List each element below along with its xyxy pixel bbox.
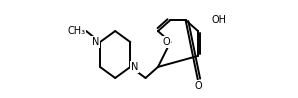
Text: N: N: [131, 62, 139, 72]
Text: N: N: [92, 37, 99, 47]
Text: CH₃: CH₃: [67, 26, 86, 36]
Text: O: O: [194, 81, 202, 91]
Text: OH: OH: [211, 15, 226, 25]
Text: O: O: [162, 37, 170, 47]
